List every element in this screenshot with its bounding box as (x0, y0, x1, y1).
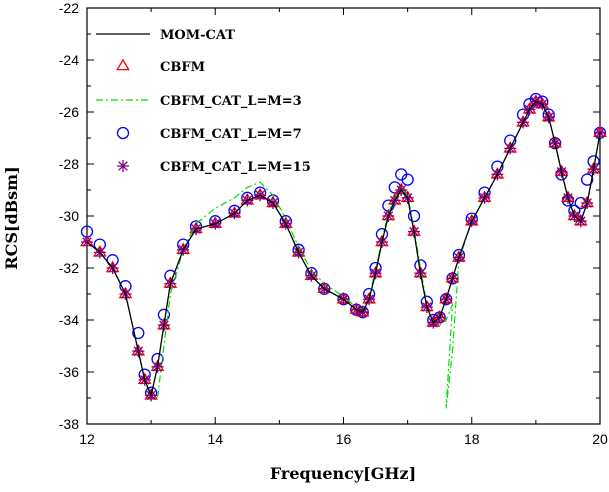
cbfm-cat-7-marker (581, 173, 594, 186)
y-axis: -38 -36 -34 -32 -30 -28 -26 -24 -22 (59, 0, 600, 432)
x-axis: 12 14 16 18 20 (79, 8, 608, 447)
legend-swatch-cbfm-cat-15 (117, 160, 129, 172)
x-tick-label: 20 (592, 431, 608, 447)
legend-label: MOM-CAT (160, 28, 235, 43)
y-tick-label: -26 (59, 104, 79, 120)
y-tick-label: -28 (59, 156, 79, 172)
mom-cat-line (86, 100, 601, 398)
y-tick-label: -36 (59, 364, 79, 380)
y-axis-title: RCS[dBsm] (2, 166, 21, 269)
legend-label: CBFM_CAT_L=M=3 (160, 94, 302, 109)
y-tick-label: -34 (59, 312, 79, 328)
y-tick-label: -30 (59, 208, 79, 224)
legend: MOM-CAT CBFM CBFM_CAT_L=M=3 CBFM_CAT_L=M=7 C… (96, 28, 311, 175)
cbfm-cat-7-marker (407, 209, 421, 223)
plot-area (80, 92, 607, 409)
y-tick-label: -24 (59, 52, 79, 68)
legend-label: CBFM (160, 60, 205, 75)
cbfm-cat-7-marker (132, 326, 145, 340)
legend-label: CBFM_CAT_L=M=7 (160, 127, 302, 142)
y-tick-label: -32 (59, 260, 79, 276)
y-tick-label: -38 (59, 416, 79, 432)
y-tick-label: -22 (59, 0, 79, 16)
legend-label: CBFM_CAT_L=M=15 (160, 160, 311, 175)
cbfm-cat-7-marker (388, 181, 401, 194)
x-tick-label: 16 (336, 431, 352, 447)
legend-swatch-cbfm (116, 58, 130, 71)
x-axis-title: Frequency[GHz] (270, 464, 416, 483)
x-tick-label: 18 (464, 431, 480, 447)
x-tick-label: 14 (207, 431, 223, 447)
x-tick-label: 12 (79, 431, 95, 447)
cbfm-cat-3-line (86, 100, 601, 409)
series-mom-cat (86, 100, 601, 398)
series-cbfm-cat-3 (86, 100, 601, 409)
legend-swatch-cbfm-cat-7 (116, 126, 130, 140)
cbfm-cat-7-marker (401, 173, 414, 186)
